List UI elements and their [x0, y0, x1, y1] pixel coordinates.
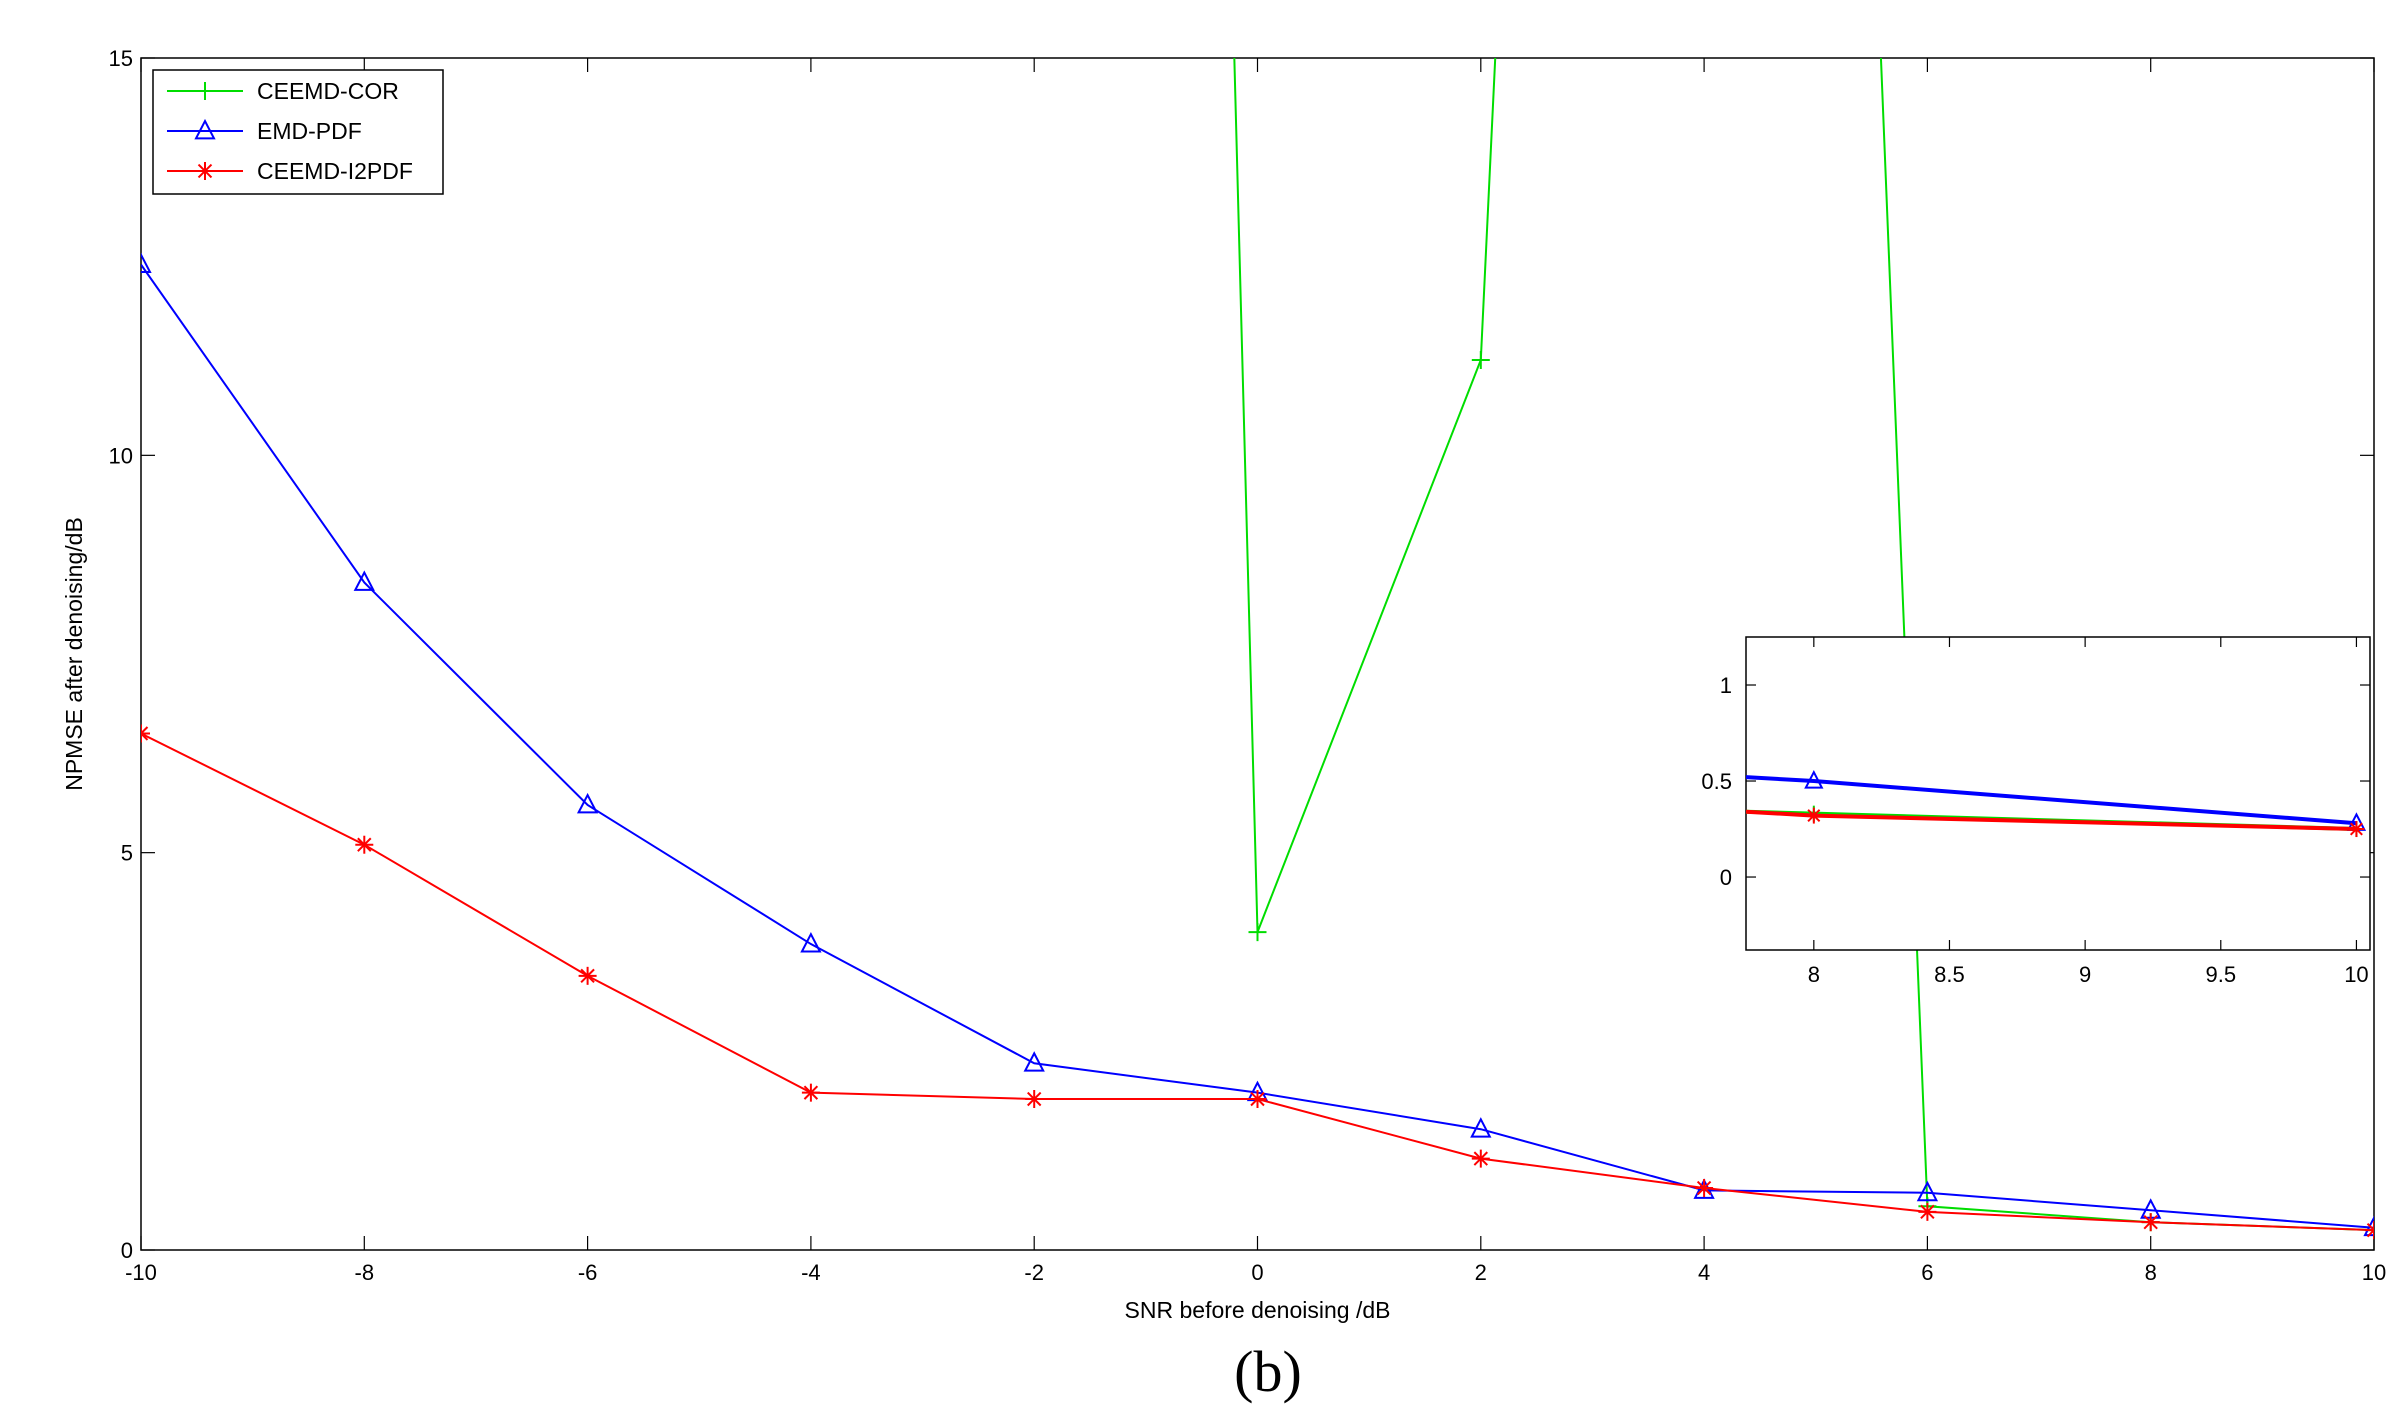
inset-data-point-emd-pdf: [1804, 770, 1824, 789]
inset-y-tick-label: 0.5: [1701, 769, 1732, 794]
x-axis-label: SNR before denoising /dB: [1125, 1297, 1391, 1323]
data-point-ceemd-i2pdf: [1918, 1202, 1937, 1221]
data-point-emd-pdf: [1470, 1117, 1492, 1138]
data-point-ceemd-i2pdf: [1471, 1149, 1490, 1168]
inset-series-ceemd-i2pdf: [1746, 807, 2365, 838]
inset-x-tick-label: 9: [2079, 962, 2091, 987]
legend-entry-ceemd-i2pdf: CEEMD-I2PDF: [167, 158, 413, 184]
x-tick-label: 8: [2145, 1260, 2157, 1285]
legend-label-ceemd-cor: CEEMD-COR: [257, 78, 399, 104]
x-tick-label: -8: [355, 1260, 375, 1285]
legend-label-emd-pdf: EMD-PDF: [257, 118, 362, 144]
inset-y-tick-label: 0: [1720, 865, 1732, 890]
series-ceemd-i2pdf: [141, 724, 2374, 1240]
x-tick-label: 6: [1921, 1260, 1933, 1285]
x-tick-label: 2: [1475, 1260, 1487, 1285]
x-tick-label: 10: [2362, 1260, 2386, 1285]
inset-x-tick-label: 10: [2344, 962, 2368, 987]
data-point-ceemd-i2pdf: [578, 966, 597, 985]
inset-x-tick-label: 9.5: [2205, 962, 2236, 987]
data-point-emd-pdf: [141, 252, 152, 274]
legend-marker-ceemd-i2pdf: [196, 162, 214, 180]
legend-entry-ceemd-cor: CEEMD-COR: [167, 78, 399, 104]
x-tick-label: 0: [1251, 1260, 1263, 1285]
data-point-ceemd-i2pdf: [141, 724, 150, 743]
data-point-ceemd-i2pdf: [801, 1083, 820, 1102]
data-point-ceemd-i2pdf: [2365, 1221, 2374, 1240]
inset-series-line-emd-pdf: [1746, 775, 2357, 826]
x-tick-label: -6: [578, 1260, 598, 1285]
inset-data-point-ceemd-i2pdf: [2348, 821, 2365, 838]
y-tick-label: 0: [121, 1238, 133, 1263]
y-tick-label: 10: [109, 443, 133, 468]
inset-data-point-ceemd-i2pdf: [1805, 807, 1822, 824]
data-point-ceemd-i2pdf: [1695, 1179, 1714, 1198]
x-tick-label: 4: [1698, 1260, 1710, 1285]
figure-caption: (b): [1234, 1339, 1302, 1404]
data-point-emd-pdf: [576, 792, 599, 814]
legend-label-ceemd-i2pdf: CEEMD-I2PDF: [257, 158, 413, 184]
legend-marker-emd-pdf: [194, 118, 216, 140]
legend: CEEMD-COR EMD-PDF CEEMD-I2PDF: [152, 69, 444, 195]
inset-plot-area: 8 8.5 9 9.5 10 0 0.5 1: [1701, 636, 2371, 987]
legend-entry-emd-pdf: EMD-PDF: [167, 118, 362, 144]
data-point-emd-pdf: [800, 931, 822, 953]
y-tick-label: 5: [121, 841, 133, 866]
legend-marker-ceemd-cor: [196, 82, 214, 100]
inset-x-tick-label: 8.5: [1934, 962, 1965, 987]
x-tick-label: -2: [1024, 1260, 1044, 1285]
data-point-emd-pdf: [1916, 1180, 1939, 1202]
x-tick-label: -4: [801, 1260, 821, 1285]
data-point-emd-pdf: [1023, 1051, 1045, 1072]
y-axis-label: NPMSE after denoising/dB: [61, 517, 87, 791]
data-point-emd-pdf: [353, 570, 375, 591]
inset-plot-frame: [1745, 636, 2371, 951]
data-point-ceemd-cor: [1248, 923, 1267, 942]
data-point-ceemd-i2pdf: [1025, 1090, 1044, 1109]
data-point-ceemd-cor: [1471, 350, 1490, 369]
y-tick-label: 15: [109, 46, 133, 71]
data-point-ceemd-i2pdf: [355, 835, 374, 854]
x-tick-label: -10: [125, 1260, 157, 1285]
data-point-ceemd-i2pdf: [1248, 1090, 1267, 1109]
inset-y-tick-label: 1: [1720, 673, 1732, 698]
data-point-ceemd-i2pdf: [2141, 1213, 2160, 1232]
inset-x-tick-label: 8: [1808, 962, 1820, 987]
